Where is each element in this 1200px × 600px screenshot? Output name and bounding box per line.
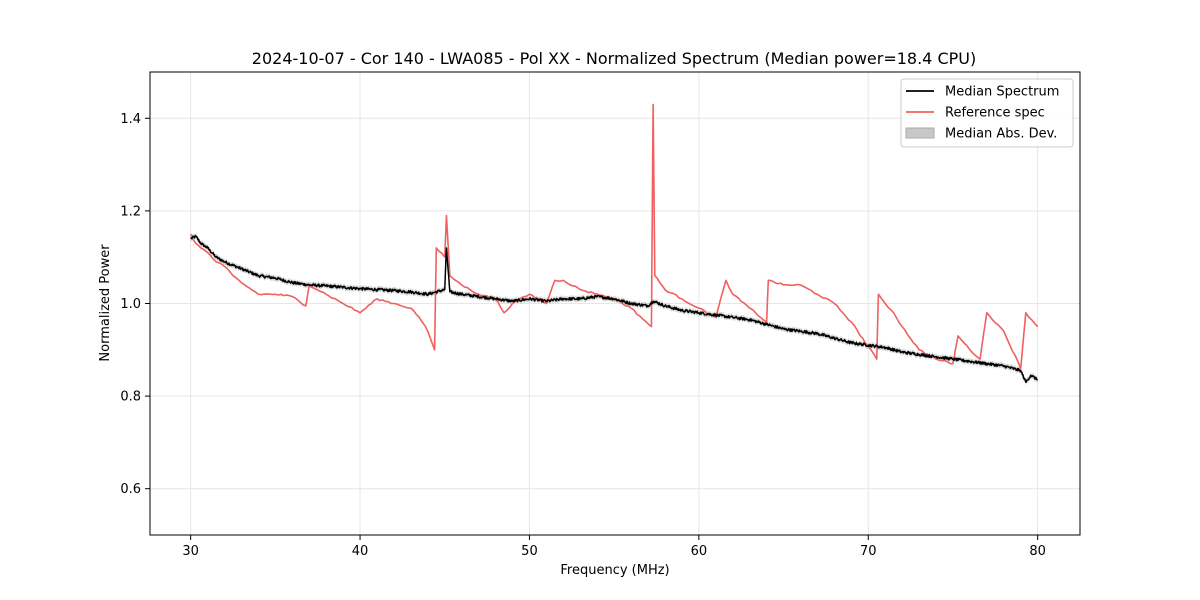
legend-median-abs-dev-label: Median Abs. Dev.	[945, 127, 1057, 142]
x-tick-label: 50	[521, 544, 538, 559]
y-tick-label: 1.0	[120, 297, 141, 312]
x-axis-label: Frequency (MHz)	[560, 563, 669, 578]
y-tick-label: 0.8	[120, 390, 141, 405]
mad-band	[190, 232, 1038, 385]
x-tick-label: 80	[1029, 544, 1046, 559]
x-axis-ticks: 30 40 50 60 70 80	[182, 535, 1046, 559]
y-axis-ticks: 0.6 0.8 1.0 1.2 1.4	[120, 112, 150, 497]
legend-median-spectrum-label: Median Spectrum	[945, 85, 1059, 100]
x-tick-label: 70	[860, 544, 877, 559]
legend: Median Spectrum Reference spec Median Abs.…	[900, 78, 1074, 148]
series-layer	[189, 103, 1039, 383]
y-tick-label: 1.4	[120, 112, 141, 127]
grid-layer	[150, 72, 1080, 535]
legend-box	[900, 78, 1074, 148]
mad-band-layer	[190, 232, 1038, 385]
y-axis-label: Normalized Power	[98, 244, 113, 362]
legend-reference-spec-label: Reference spec	[945, 106, 1045, 121]
chart-title: 2024-10-07 - Cor 140 - LWA085 - Pol XX -…	[252, 49, 976, 68]
x-tick-label: 30	[182, 544, 199, 559]
median-spectrum-line	[190, 234, 1038, 383]
y-tick-label: 0.6	[120, 482, 141, 497]
legend-median-abs-dev-swatch	[905, 127, 935, 139]
x-tick-label: 60	[691, 544, 708, 559]
x-tick-label: 40	[352, 544, 369, 559]
y-tick-label: 1.2	[120, 204, 141, 219]
